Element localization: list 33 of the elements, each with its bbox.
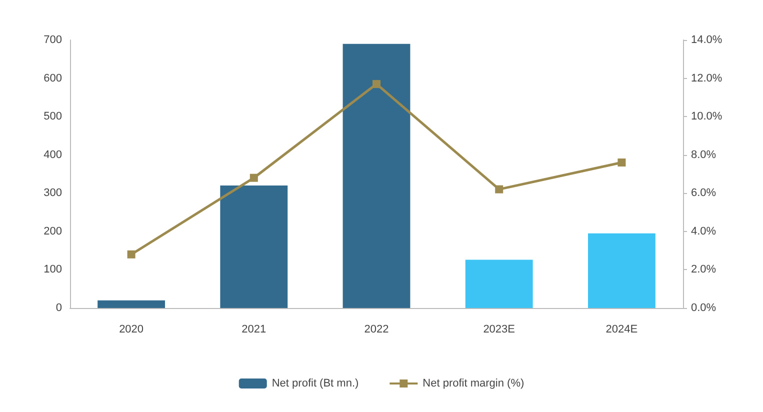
y-tick-label: 400 bbox=[44, 148, 62, 161]
x-tick-label: 2024E bbox=[606, 324, 638, 336]
legend-label: Net profit margin (%) bbox=[422, 378, 524, 390]
y-tick-label: 100 bbox=[44, 264, 62, 276]
point bbox=[127, 250, 136, 258]
y-tick-label: 300 bbox=[44, 187, 62, 200]
bar bbox=[220, 185, 288, 308]
y-tick-label: 0 bbox=[56, 302, 62, 314]
y2-tick-label: 8.0% bbox=[691, 148, 716, 161]
y2-tick-label: 6.0% bbox=[691, 187, 716, 200]
bar bbox=[98, 300, 166, 308]
y-tick-label: 600 bbox=[44, 72, 62, 84]
x-tick-label: 2020 bbox=[119, 324, 144, 336]
y2-tick-label: 2.0% bbox=[691, 264, 716, 276]
point bbox=[372, 80, 380, 88]
bar bbox=[588, 233, 656, 308]
legend-label: Net profit (Bt mn.) bbox=[272, 378, 359, 390]
y2-tick-label: 4.0% bbox=[691, 225, 716, 238]
point bbox=[495, 185, 504, 194]
y-tick-label: 500 bbox=[44, 110, 62, 123]
y-tick-label: 700 bbox=[44, 34, 62, 46]
x-tick-label: 2022 bbox=[364, 324, 389, 336]
point bbox=[618, 158, 626, 167]
y2-tick-label: 0.0% bbox=[691, 302, 716, 314]
y2-tick-label: 12.0% bbox=[691, 72, 722, 84]
y2-tick-label: 14.0% bbox=[691, 34, 722, 46]
bar bbox=[342, 44, 410, 308]
x-tick-label: 2023E bbox=[483, 324, 516, 336]
bar bbox=[465, 260, 533, 308]
x-tick-label: 2021 bbox=[242, 324, 266, 336]
y2-tick-label: 10.0% bbox=[691, 110, 722, 123]
point bbox=[250, 174, 258, 182]
y-tick-label: 200 bbox=[44, 225, 62, 238]
